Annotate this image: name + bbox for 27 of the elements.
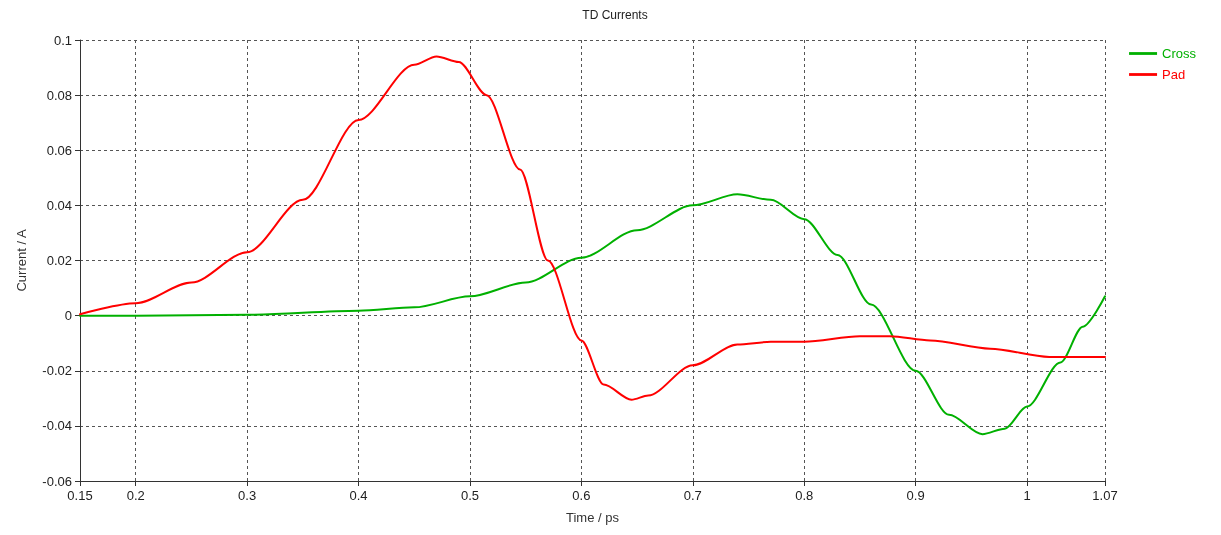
x-tick-label: 0.5: [460, 488, 479, 503]
y-tick-label: 0.08: [46, 87, 72, 103]
x-tick-label: 0.7: [683, 488, 702, 503]
x-tick-label: 0.8: [795, 488, 814, 503]
y-tick-label: 0.02: [46, 253, 72, 268]
x-tick-label: 1.07: [1092, 488, 1118, 503]
y-tick-label: 0.04: [46, 197, 72, 213]
x-tick-label: 0.15: [67, 488, 93, 503]
x-tick-label: 0.4: [349, 488, 368, 503]
x-axis-title: Time / ps: [566, 510, 620, 525]
legend-label: Pad: [1162, 67, 1186, 82]
y-tick-label: 0.1: [53, 32, 72, 48]
y-tick-label: -0.04: [42, 418, 72, 434]
line-series: [79, 193, 1106, 436]
y-tick-label: -0.06: [42, 473, 72, 489]
x-tick-label: 0.9: [906, 488, 925, 503]
x-tick-label: 1: [1023, 488, 1031, 503]
line-series: [79, 55, 1106, 401]
x-tick-label: 0.3: [238, 488, 257, 503]
chart-title: TD Currents: [582, 8, 648, 22]
legend-label: Cross: [1162, 46, 1197, 61]
x-tick-label: 0.2: [126, 488, 145, 503]
y-axis-title: Current / A: [14, 229, 29, 292]
y-tick-label: 0: [64, 308, 72, 324]
y-tick-label: -0.02: [42, 363, 72, 379]
y-tick-label: 0.06: [46, 142, 72, 158]
x-tick-label: 0.6: [572, 488, 591, 503]
